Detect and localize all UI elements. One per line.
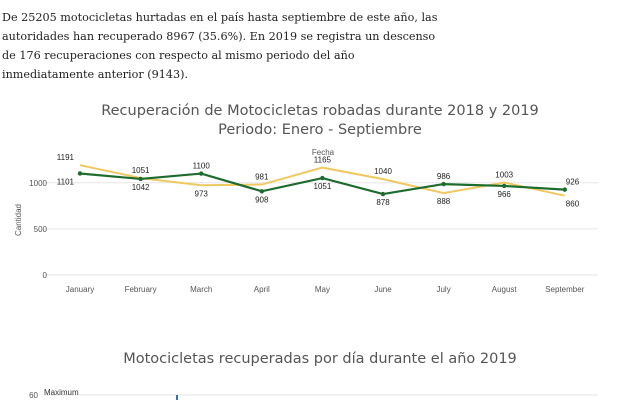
chart1-x-tick: March bbox=[190, 285, 212, 294]
chart1-data-label-2019: 908 bbox=[255, 195, 269, 204]
chart1-y-tick: 500 bbox=[34, 225, 48, 234]
chart1-data-label-2019: 1101 bbox=[57, 177, 75, 186]
chart1-x-tick: June bbox=[374, 285, 392, 294]
chart1-point-2019 bbox=[138, 176, 143, 182]
chart1-point-2019 bbox=[320, 175, 325, 181]
chart1-x-tick: July bbox=[436, 285, 450, 294]
recovery-line-chart: 0 500 1000 January February March April May Jun… bbox=[14, 148, 598, 294]
chart1-point-2019 bbox=[380, 191, 386, 197]
chart1-x-tick: September bbox=[545, 285, 584, 294]
chart1-point-2019 bbox=[77, 171, 83, 176]
chart1-subtitle: Periodo: Enero - Septiembre bbox=[218, 122, 422, 138]
intro-paragraph: De 25205 motocicletas hurtadas en el paí… bbox=[2, 11, 438, 81]
chart1-title: Recuperación de Motocicletas robadas dur… bbox=[101, 103, 539, 119]
chart1-x-axis: January February March April May June July Augu… bbox=[66, 285, 585, 294]
chart1-x-tick: May bbox=[315, 285, 330, 294]
chart1-point-2019 bbox=[562, 187, 567, 192]
chart1-x-tick: April bbox=[254, 285, 270, 294]
chart1-data-labels: 1191 1051 973 981 1165 1040 888 1003 860 1101 1042… bbox=[57, 153, 580, 209]
chart1-y-axis: 0 500 1000 bbox=[29, 179, 47, 280]
chart1-data-label-2018: 1191 bbox=[57, 153, 75, 162]
chart1-data-label-2018: 1165 bbox=[314, 156, 332, 165]
chart1-data-label-2019: 986 bbox=[437, 172, 451, 181]
chart2-y-tick: 60 bbox=[29, 391, 38, 400]
chart1-data-label-2019: 926 bbox=[566, 178, 580, 187]
chart2-maximum-annotation: Maximum bbox=[44, 388, 79, 397]
chart1-data-label-2019: 966 bbox=[498, 190, 512, 199]
chart1-data-label-2018: 860 bbox=[566, 200, 580, 209]
chart1-data-label-2019: 1100 bbox=[193, 162, 211, 171]
chart1-series bbox=[77, 164, 567, 197]
chart1-y-tick: 1000 bbox=[29, 179, 47, 188]
chart1-data-label-2018: 1051 bbox=[132, 166, 150, 175]
chart2-title: Motocicletas recuperadas por día durante… bbox=[123, 351, 517, 367]
chart1-grid bbox=[44, 182, 598, 276]
chart1-series-line-2018 bbox=[79, 164, 566, 197]
chart1-x-axis-label: Fecha bbox=[312, 148, 335, 157]
chart1-data-label-2018: 973 bbox=[195, 189, 209, 198]
chart1-data-label-2018: 981 bbox=[255, 173, 269, 182]
chart1-data-label-2019: 1051 bbox=[314, 182, 332, 191]
chart1-y-axis-label: Cantidad bbox=[14, 204, 23, 236]
chart1-data-label-2018: 1003 bbox=[495, 171, 513, 180]
chart1-point-2019 bbox=[259, 189, 264, 194]
chart1-x-tick: February bbox=[125, 285, 157, 294]
chart1-y-tick: 0 bbox=[43, 271, 48, 280]
chart1-x-tick: August bbox=[492, 285, 518, 294]
chart1-point-2019 bbox=[441, 181, 446, 187]
chart1-data-label-2018: 1040 bbox=[374, 167, 392, 176]
chart1-point-2019 bbox=[199, 171, 204, 176]
daily-recovery-chart: 60 Maximum bbox=[29, 388, 598, 400]
chart1-point-2019 bbox=[502, 183, 507, 189]
chart1-x-tick: January bbox=[66, 285, 94, 294]
chart1-data-label-2019: 878 bbox=[376, 198, 390, 207]
chart1-data-label-2018: 888 bbox=[437, 197, 451, 206]
chart1-data-label-2019: 1042 bbox=[132, 183, 150, 192]
